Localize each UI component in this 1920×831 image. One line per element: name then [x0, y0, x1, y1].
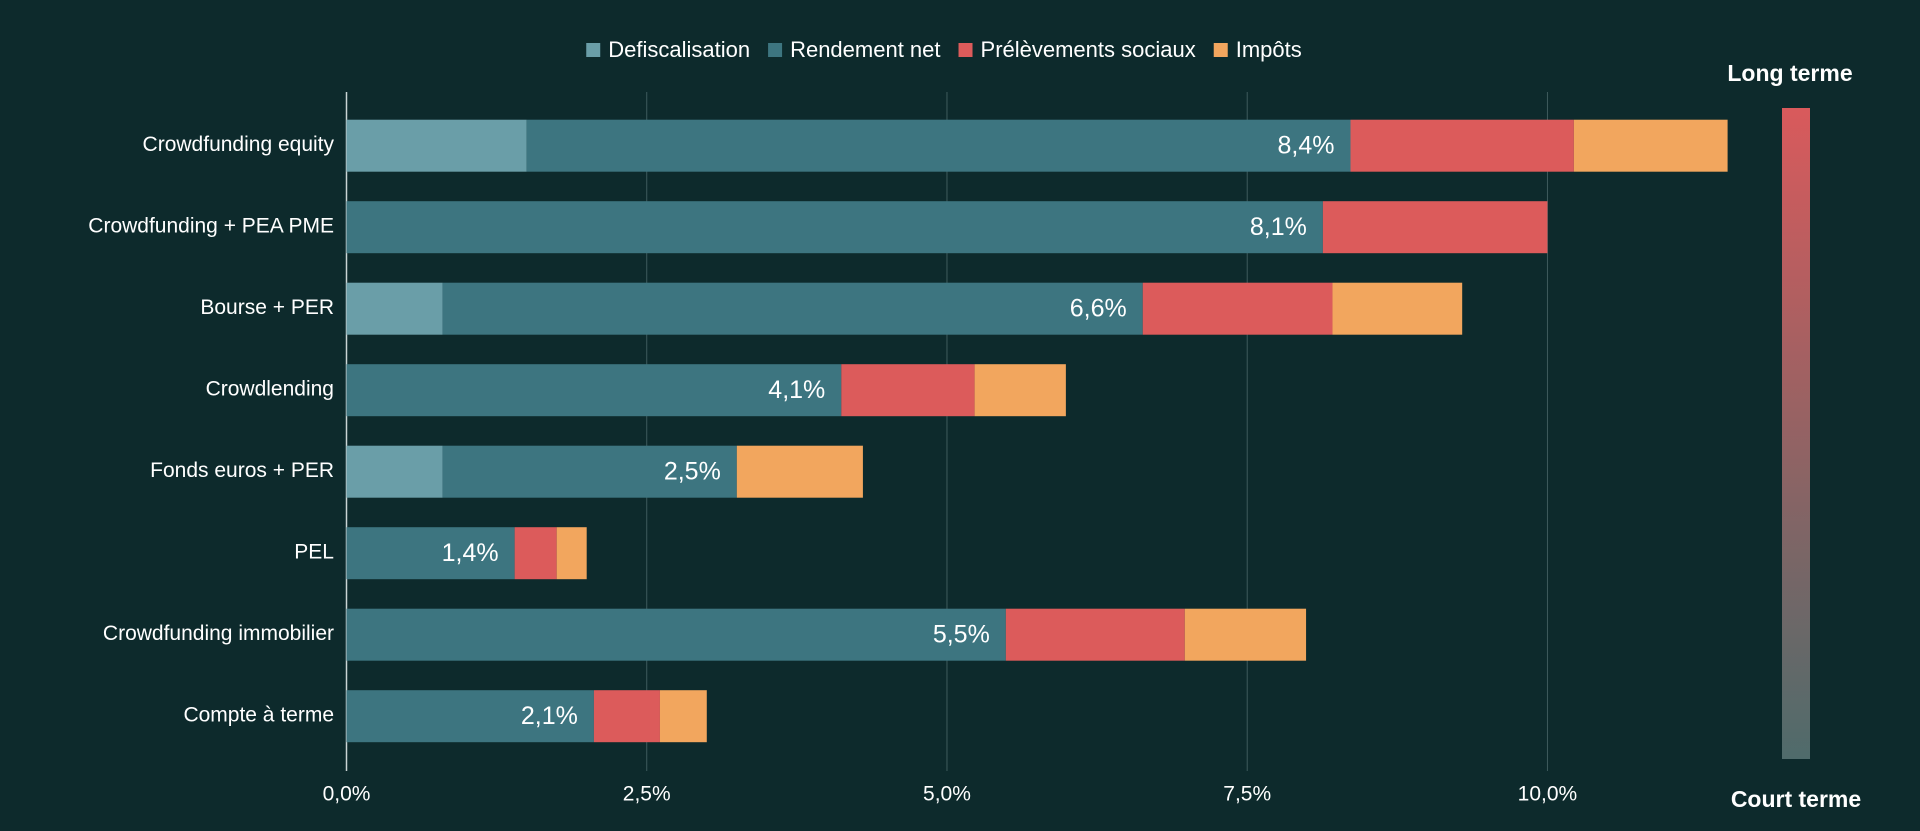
net-return-label: 6,6%: [1070, 294, 1127, 322]
bar-segment: [346, 201, 1323, 254]
bar-segment: [1142, 282, 1333, 335]
legend-swatch: [586, 43, 601, 57]
legend-label: Rendement net: [790, 37, 940, 62]
bar-segment: [659, 690, 707, 743]
bar-segment: [346, 119, 527, 172]
x-tick-label: 0,0%: [323, 783, 371, 806]
y-tick-label: Compte à terme: [183, 704, 334, 727]
x-tick-label: 2,5%: [623, 783, 671, 806]
y-tick-label: Crowdfunding immobilier: [103, 622, 334, 645]
x-tick-label: 5,0%: [923, 783, 971, 806]
net-return-label: 5,5%: [933, 620, 990, 648]
net-return-label: 1,4%: [442, 539, 499, 567]
bar-segment: [1322, 201, 1548, 254]
bar-segment: [346, 282, 443, 335]
bar-segment: [1332, 282, 1463, 335]
bar-segment: [1184, 608, 1307, 661]
y-tick-label: PEL: [294, 541, 334, 564]
bar-segment: [346, 445, 443, 498]
bar-segment: [593, 690, 660, 743]
y-tick-label: Crowdlending: [206, 378, 334, 401]
y-tick-label: Crowdfunding equity: [143, 133, 335, 156]
legend-swatch: [1213, 43, 1228, 57]
bar-segment: [556, 527, 587, 580]
y-tick-label: Bourse + PER: [200, 296, 334, 319]
x-tick-label: 10,0%: [1518, 783, 1578, 806]
bar-segment: [1573, 119, 1728, 172]
horizon-gradient-bar: [1782, 108, 1810, 759]
y-tick-label: Fonds euros + PER: [150, 459, 334, 482]
bar-segment: [442, 282, 1143, 335]
net-return-label: 2,5%: [664, 457, 721, 485]
legend-swatch: [768, 43, 783, 57]
horizon-top-label: Long terme: [1727, 60, 1852, 86]
net-return-label: 2,1%: [521, 702, 578, 730]
bar-segment: [442, 445, 737, 498]
horizon-bottom-label: Court terme: [1731, 786, 1861, 812]
net-return-label: 8,4%: [1278, 131, 1335, 159]
legend-label: Defiscalisation: [608, 37, 750, 62]
bar-segment: [736, 445, 863, 498]
bar-segment: [346, 690, 594, 743]
bar-segment: [346, 364, 842, 417]
legend-label: Impôts: [1236, 37, 1302, 62]
bar-segment: [346, 527, 515, 580]
legend-swatch: [958, 43, 973, 57]
bar-segment: [974, 364, 1066, 417]
bar-segment: [841, 364, 975, 417]
bar-segment: [1005, 608, 1185, 661]
bar-segment: [526, 119, 1351, 172]
net-return-label: 8,1%: [1250, 213, 1307, 241]
x-tick-label: 7,5%: [1223, 783, 1271, 806]
y-tick-label: Crowdfunding + PEA PME: [88, 215, 334, 238]
net-return-label: 4,1%: [768, 376, 825, 404]
bar-segment: [1350, 119, 1574, 172]
bar-segment: [346, 608, 1006, 661]
bar-segment: [514, 527, 557, 580]
legend-label: Prélèvements sociaux: [981, 37, 1196, 62]
